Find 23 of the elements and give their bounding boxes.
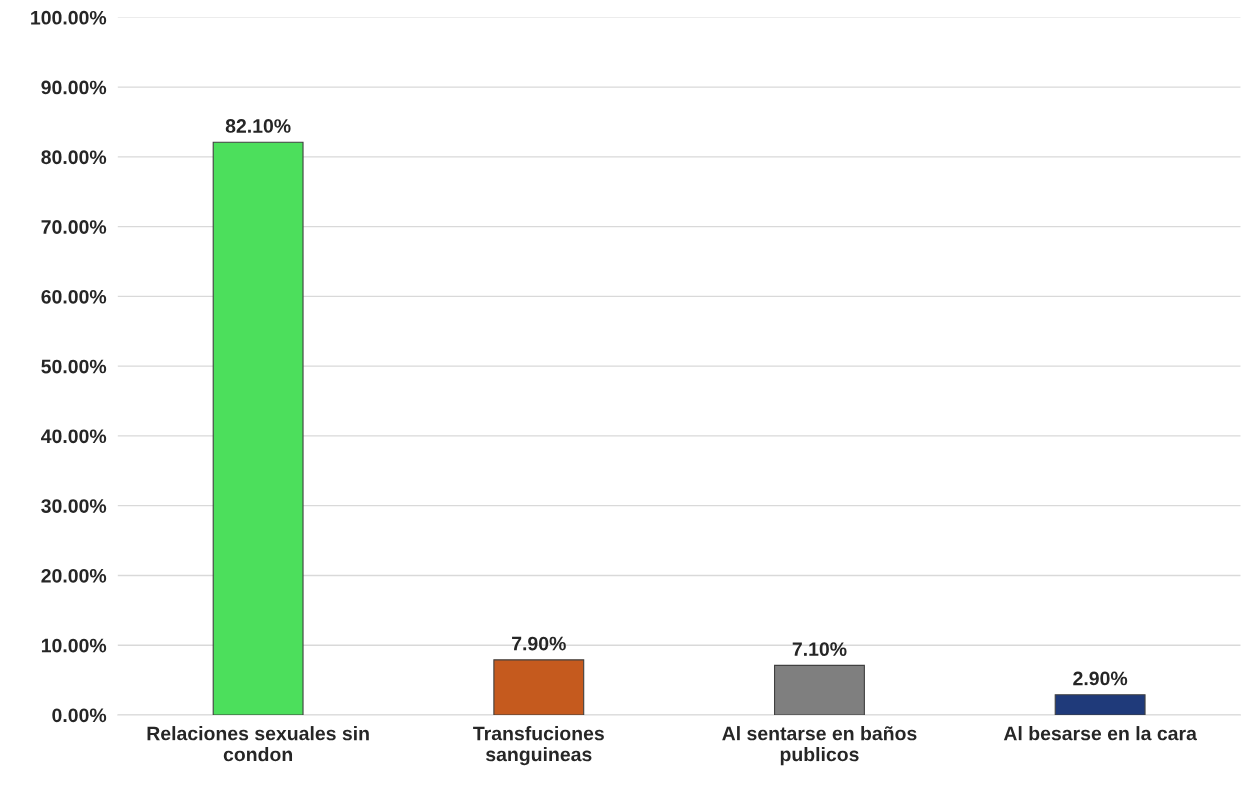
y-tick-label: 30.00% <box>41 499 107 513</box>
x-tick-label: Al besarse en la cara <box>1003 726 1198 741</box>
x-tick-label: Transfuciones sanguineas <box>473 726 604 766</box>
y-tick-label: 80.00% <box>41 150 107 165</box>
y-tick-label: 20.00% <box>41 568 107 583</box>
bar <box>1054 694 1146 715</box>
y-tick-label: 90.00% <box>41 80 107 95</box>
y-tick-label: 70.00% <box>41 220 107 234</box>
y-tick-label: 10.00% <box>41 638 107 653</box>
x-tick-label: Al sentarse en baños publicos <box>722 726 917 766</box>
y-tick-label: 100.00% <box>31 10 107 25</box>
y-tick-label: 0.00% <box>52 708 107 723</box>
data-label: 7.90% <box>512 636 566 651</box>
data-label: 2.90% <box>1073 671 1128 686</box>
bar <box>493 659 585 715</box>
x-tick-label: Relaciones sexuales sin condon <box>147 726 369 762</box>
data-label: 82.10% <box>225 119 291 133</box>
y-tick-label: 40.00% <box>41 429 107 444</box>
y-tick-label: 60.00% <box>41 289 107 304</box>
y-tick-label: 50.00% <box>41 359 107 374</box>
bar <box>212 141 304 715</box>
bar <box>773 664 865 715</box>
data-label: 7.10% <box>792 642 847 657</box>
